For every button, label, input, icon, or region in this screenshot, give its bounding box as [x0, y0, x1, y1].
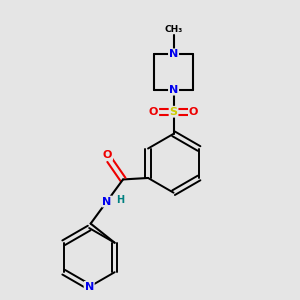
- Text: N: N: [169, 85, 178, 94]
- Text: O: O: [189, 107, 198, 117]
- Text: H: H: [116, 195, 124, 205]
- Text: N: N: [169, 49, 178, 59]
- Text: N: N: [85, 282, 94, 292]
- Text: O: O: [103, 150, 112, 160]
- Text: N: N: [102, 196, 112, 206]
- Text: S: S: [169, 107, 178, 117]
- Text: O: O: [149, 107, 158, 117]
- Text: CH₃: CH₃: [164, 25, 183, 34]
